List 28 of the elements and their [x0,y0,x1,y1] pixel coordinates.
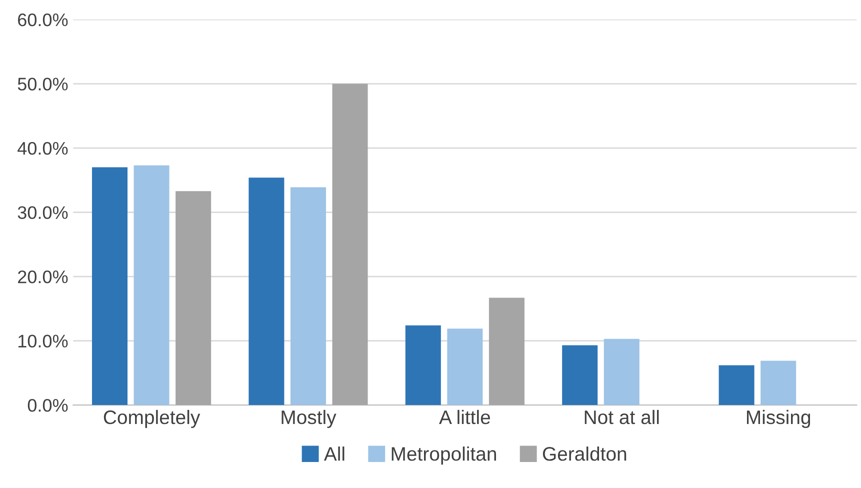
y-tick-label: 10.0% [18,334,68,348]
x-tick-label: Missing [746,410,810,428]
bar [290,187,326,406]
bar [488,298,524,406]
legend-label: Metropolitan [392,446,496,465]
bar [332,84,368,406]
bar [92,167,128,406]
y-tick-label: 40.0% [18,142,68,155]
y-tick-label: 0.0% [28,398,68,412]
y-tick-label: 20.0% [18,270,68,284]
bar [604,338,640,406]
bar [405,325,441,406]
x-tick-label: A little [439,410,490,424]
legend-label: All [324,446,344,461]
y-tick-label: 50.0% [18,78,68,90]
y-tick-label: 30.0% [18,206,68,219]
x-tick-label: Not at all [584,410,659,424]
x-tick-label: Completely [104,410,200,428]
bar [760,360,796,406]
bar [248,178,284,406]
y-tick-label: 60.0% [18,13,68,26]
bar [562,345,598,406]
legend-label: Geraldton [542,446,626,461]
bar [176,191,212,406]
bar [134,165,170,406]
bar [718,365,754,406]
x-tick-label: Mostly [282,410,336,428]
bar [447,328,483,406]
